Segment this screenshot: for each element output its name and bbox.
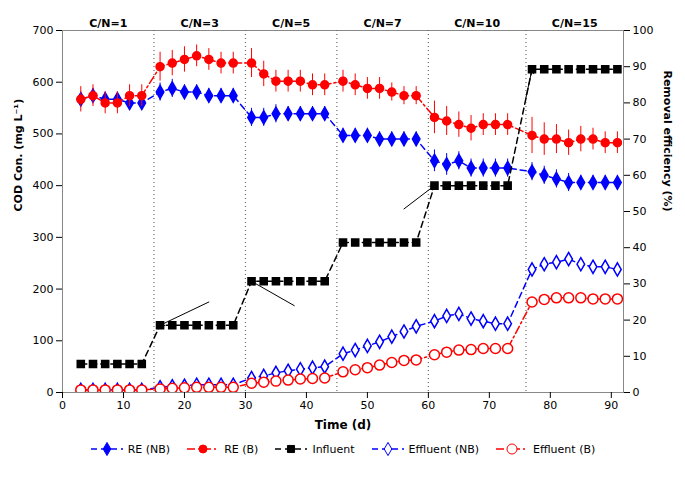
svg-text:60: 60 (633, 169, 647, 182)
svg-text:C/N=1: C/N=1 (89, 17, 127, 30)
svg-text:Time (d): Time (d) (315, 418, 372, 432)
svg-text:600: 600 (33, 76, 54, 89)
svg-text:300: 300 (33, 231, 54, 244)
svg-text:200: 200 (33, 283, 54, 296)
html-text:Effluent (NB): Effluent (NB) (408, 442, 479, 456)
svg-text:10: 10 (116, 399, 130, 412)
svg-text:C/N=3: C/N=3 (181, 17, 219, 30)
svg-text:30: 30 (238, 399, 252, 412)
svg-text:80: 80 (633, 96, 647, 109)
svg-text:0: 0 (59, 399, 66, 412)
svg-text:Removal efficiency (%): Removal efficiency (%) (661, 70, 674, 211)
svg-text:700: 700 (33, 24, 54, 37)
svg-text:20: 20 (177, 399, 191, 412)
svg-text:90: 90 (604, 399, 618, 412)
svg-text:90: 90 (633, 60, 647, 73)
svg-text:70: 70 (633, 133, 647, 146)
svg-text:50: 50 (360, 399, 374, 412)
svg-text:50: 50 (633, 205, 647, 218)
svg-text:0: 0 (633, 386, 640, 399)
html-text:Effluent (B): Effluent (B) (533, 442, 596, 456)
html-text:RE (B): RE (B) (224, 442, 259, 456)
svg-text:10: 10 (633, 350, 647, 363)
svg-text:C/N=15: C/N=15 (552, 17, 598, 30)
svg-text:C/N=7: C/N=7 (364, 17, 402, 30)
svg-text:400: 400 (33, 179, 54, 192)
svg-text:100: 100 (33, 334, 54, 347)
html-text:RE (NB): RE (NB) (127, 442, 171, 456)
svg-text:70: 70 (482, 399, 496, 412)
svg-text:C/N=10: C/N=10 (454, 17, 500, 30)
svg-text:500: 500 (33, 127, 54, 140)
svg-text:0: 0 (47, 386, 54, 399)
svg-text:60: 60 (421, 399, 435, 412)
html-text:Influent: Influent (312, 442, 355, 456)
svg-text:100: 100 (633, 24, 654, 37)
svg-text:20: 20 (633, 314, 647, 327)
svg-text:COD Con. (mg L⁻¹): COD Con. (mg L⁻¹) (12, 99, 25, 212)
svg-text:30: 30 (633, 277, 647, 290)
svg-text:80: 80 (543, 399, 557, 412)
svg-text:40: 40 (633, 241, 647, 254)
svg-text:C/N=5: C/N=5 (272, 17, 310, 30)
svg-text:40: 40 (299, 399, 313, 412)
